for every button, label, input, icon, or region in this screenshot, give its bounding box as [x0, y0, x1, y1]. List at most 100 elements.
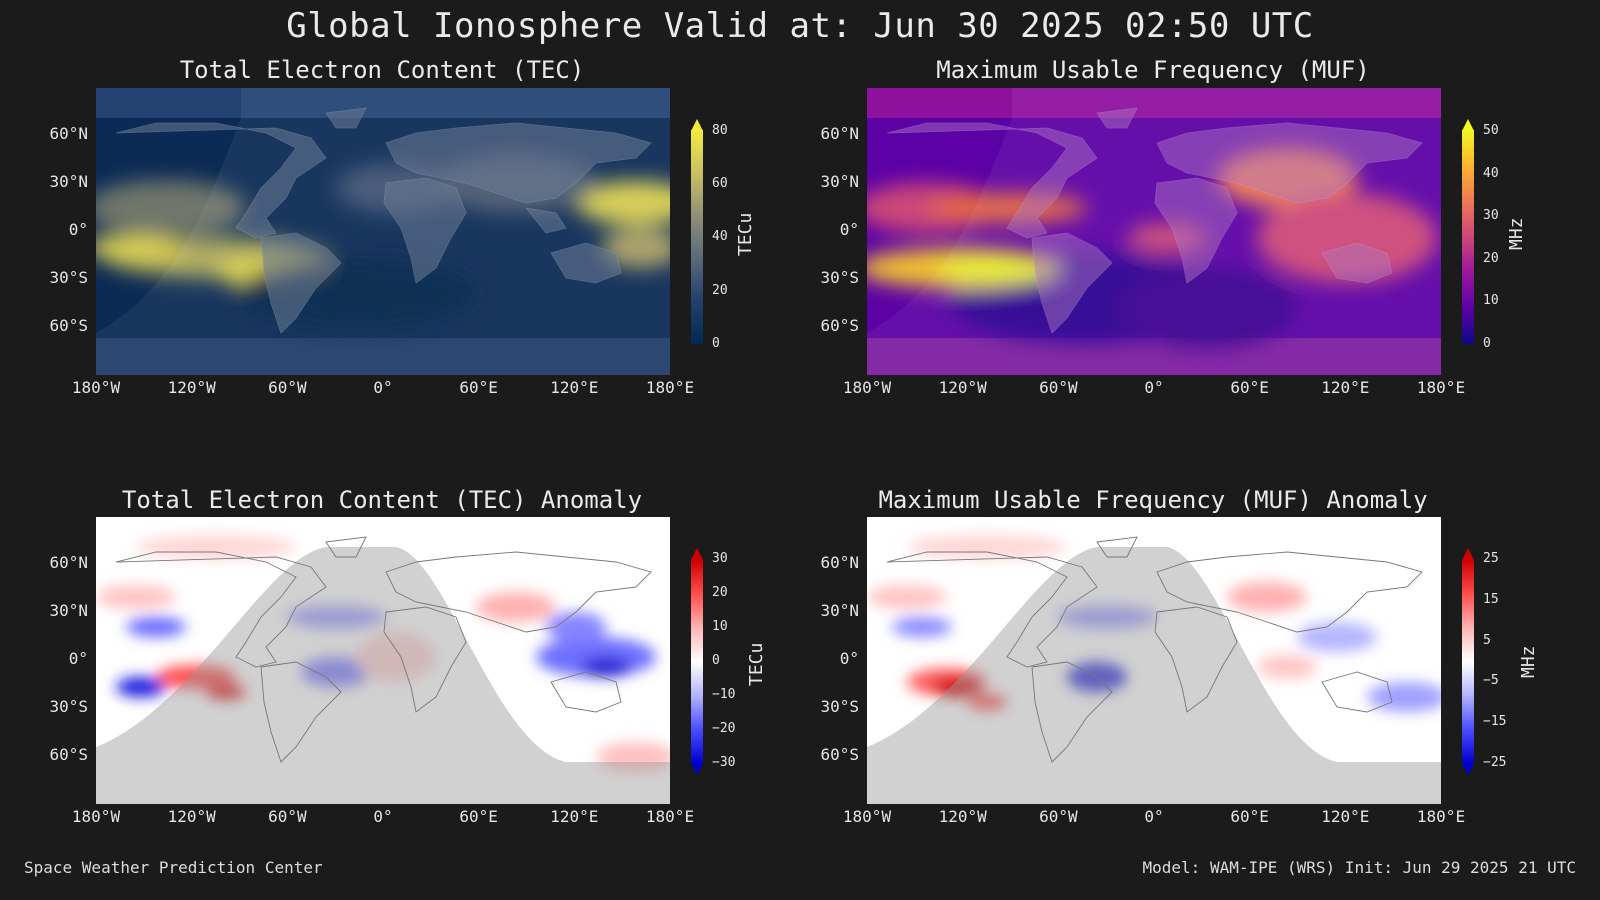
lon-label: 120°E — [1321, 807, 1370, 826]
colorbar-tick: 50 — [1483, 123, 1499, 138]
colorbar-tick: 10 — [1483, 293, 1499, 308]
panel-title-tec-anomaly: Total Electron Content (TEC) Anomaly — [121, 486, 643, 514]
colorbar-tick: 40 — [712, 229, 728, 244]
lat-label-30s: 30°S — [820, 268, 859, 287]
footer-model-info: Model: WAM-IPE (WRS) Init: Jun 29 2025 2… — [1142, 858, 1576, 877]
tec-anomaly-coastlines — [115, 536, 652, 763]
lat-label-60s: 60°S — [820, 316, 859, 335]
muf-anomaly-map — [867, 517, 1441, 804]
colorbar-tick: 30 — [1483, 208, 1499, 223]
tec-anomaly-colorbar-gradient — [691, 560, 703, 763]
main-title: Global Ionosphere Valid at: Jun 30 2025 … — [286, 6, 1314, 46]
muf-data-field — [867, 148, 1437, 348]
lat-label-60s: 60°S — [820, 745, 859, 764]
lon-label: 120°W — [167, 807, 216, 826]
muf-colorbar-gradient — [1462, 130, 1474, 344]
lon-label: 0° — [1144, 807, 1164, 826]
lon-label: 60°E — [459, 807, 498, 826]
colorbar-tick: 0 — [712, 336, 720, 351]
footer-credit: Space Weather Prediction Center — [24, 858, 323, 877]
tec-anomaly-colorbar-label: TECu — [746, 642, 767, 686]
colorbar-tick: 20 — [712, 585, 728, 600]
lon-label: 60°W — [268, 378, 307, 397]
lon-label: 180°E — [1416, 807, 1466, 826]
muf-anomaly-coastlines — [886, 536, 1423, 763]
colorbar-tick: −20 — [712, 721, 736, 736]
lat-label-0: 0° — [839, 649, 859, 668]
lat-label-0: 0° — [68, 220, 88, 239]
colorbar-tick: 30 — [712, 551, 728, 566]
lat-label-30n: 30°N — [820, 601, 859, 620]
lon-label: 60°W — [268, 807, 307, 826]
lat-label-30s: 30°S — [49, 697, 88, 716]
colorbar-tick: −15 — [1483, 714, 1507, 729]
lat-label-60s: 60°S — [49, 745, 88, 764]
lat-label-60s: 60°S — [49, 316, 88, 335]
panel-title-muf: Maximum Usable Frequency (MUF) — [936, 56, 1370, 84]
tec-colorbar-gradient — [691, 130, 703, 344]
lon-label: 120°W — [938, 378, 987, 397]
colorbar-tick: 20 — [712, 283, 728, 298]
lat-label-60n: 60°N — [820, 124, 859, 143]
tec-anomaly-colorbar-max-arrow — [691, 548, 703, 560]
lat-label-30n: 30°N — [49, 172, 88, 191]
colorbar-tick: 0 — [1483, 336, 1491, 351]
colorbar-tick: −5 — [1483, 673, 1499, 688]
muf-colorbar-max-arrow — [1462, 119, 1474, 131]
lon-label: 120°E — [550, 378, 599, 397]
colorbar-tick: 80 — [712, 123, 728, 138]
lat-label-30s: 30°S — [49, 268, 88, 287]
lon-label: 120°W — [167, 378, 216, 397]
lat-label-0: 0° — [839, 220, 859, 239]
muf-map — [867, 88, 1441, 375]
lon-label: 120°W — [938, 807, 987, 826]
lon-label: 0° — [373, 378, 393, 397]
muf-anomaly-nightside — [867, 547, 1441, 804]
lat-label-30s: 30°S — [820, 697, 859, 716]
panel-title-tec: Total Electron Content (TEC) — [179, 56, 585, 84]
lon-label: 120°E — [1321, 378, 1370, 397]
lon-label: 0° — [1144, 378, 1164, 397]
tec-colorbar-label: TECu — [735, 212, 756, 256]
colorbar-tick: 5 — [1483, 633, 1491, 648]
muf-anomaly-colorbar-max-arrow — [1462, 548, 1474, 560]
colorbar-tick: 25 — [1483, 551, 1499, 566]
colorbar-tick: −25 — [1483, 755, 1507, 770]
colorbar-tick: 0 — [712, 653, 720, 668]
lon-label: 180°W — [842, 807, 892, 826]
colorbar-tick: 10 — [712, 619, 728, 634]
lat-label-30n: 30°N — [49, 601, 88, 620]
colorbar-tick: 15 — [1483, 592, 1499, 607]
colorbar-tick: 60 — [712, 176, 728, 191]
muf-colorbar-label: MHz — [1506, 217, 1527, 250]
lon-label: 180°W — [71, 807, 121, 826]
lon-label: 60°E — [459, 378, 498, 397]
muf-coastlines — [886, 107, 1423, 334]
lon-label: 180°E — [645, 378, 695, 397]
lon-label: 180°W — [842, 378, 892, 397]
tec-map — [96, 88, 670, 375]
colorbar-tick: −10 — [712, 687, 736, 702]
lat-label-60n: 60°N — [49, 553, 88, 572]
muf-anomaly-colorbar-label: MHz — [1518, 645, 1539, 678]
lon-label: 0° — [373, 807, 393, 826]
lon-label: 180°E — [1416, 378, 1466, 397]
lon-label: 60°E — [1230, 378, 1269, 397]
tec-anomaly-data-field — [96, 535, 670, 772]
lon-label: 60°W — [1039, 378, 1078, 397]
lon-label: 60°E — [1230, 807, 1269, 826]
muf-anomaly-colorbar-gradient — [1462, 560, 1474, 763]
lon-label: 60°W — [1039, 807, 1078, 826]
colorbar-tick: 40 — [1483, 166, 1499, 181]
colorbar-tick: −30 — [712, 755, 736, 770]
lon-label: 180°W — [71, 378, 121, 397]
tec-coastlines — [115, 107, 652, 334]
lat-label-60n: 60°N — [820, 553, 859, 572]
lat-label-0: 0° — [68, 649, 88, 668]
muf-anomaly-colorbar-min-arrow — [1462, 763, 1474, 775]
lat-label-60n: 60°N — [49, 124, 88, 143]
lon-label: 180°E — [645, 807, 695, 826]
colorbar-tick: 20 — [1483, 251, 1499, 266]
tec-anomaly-colorbar-min-arrow — [691, 763, 703, 775]
lon-label: 120°E — [550, 807, 599, 826]
